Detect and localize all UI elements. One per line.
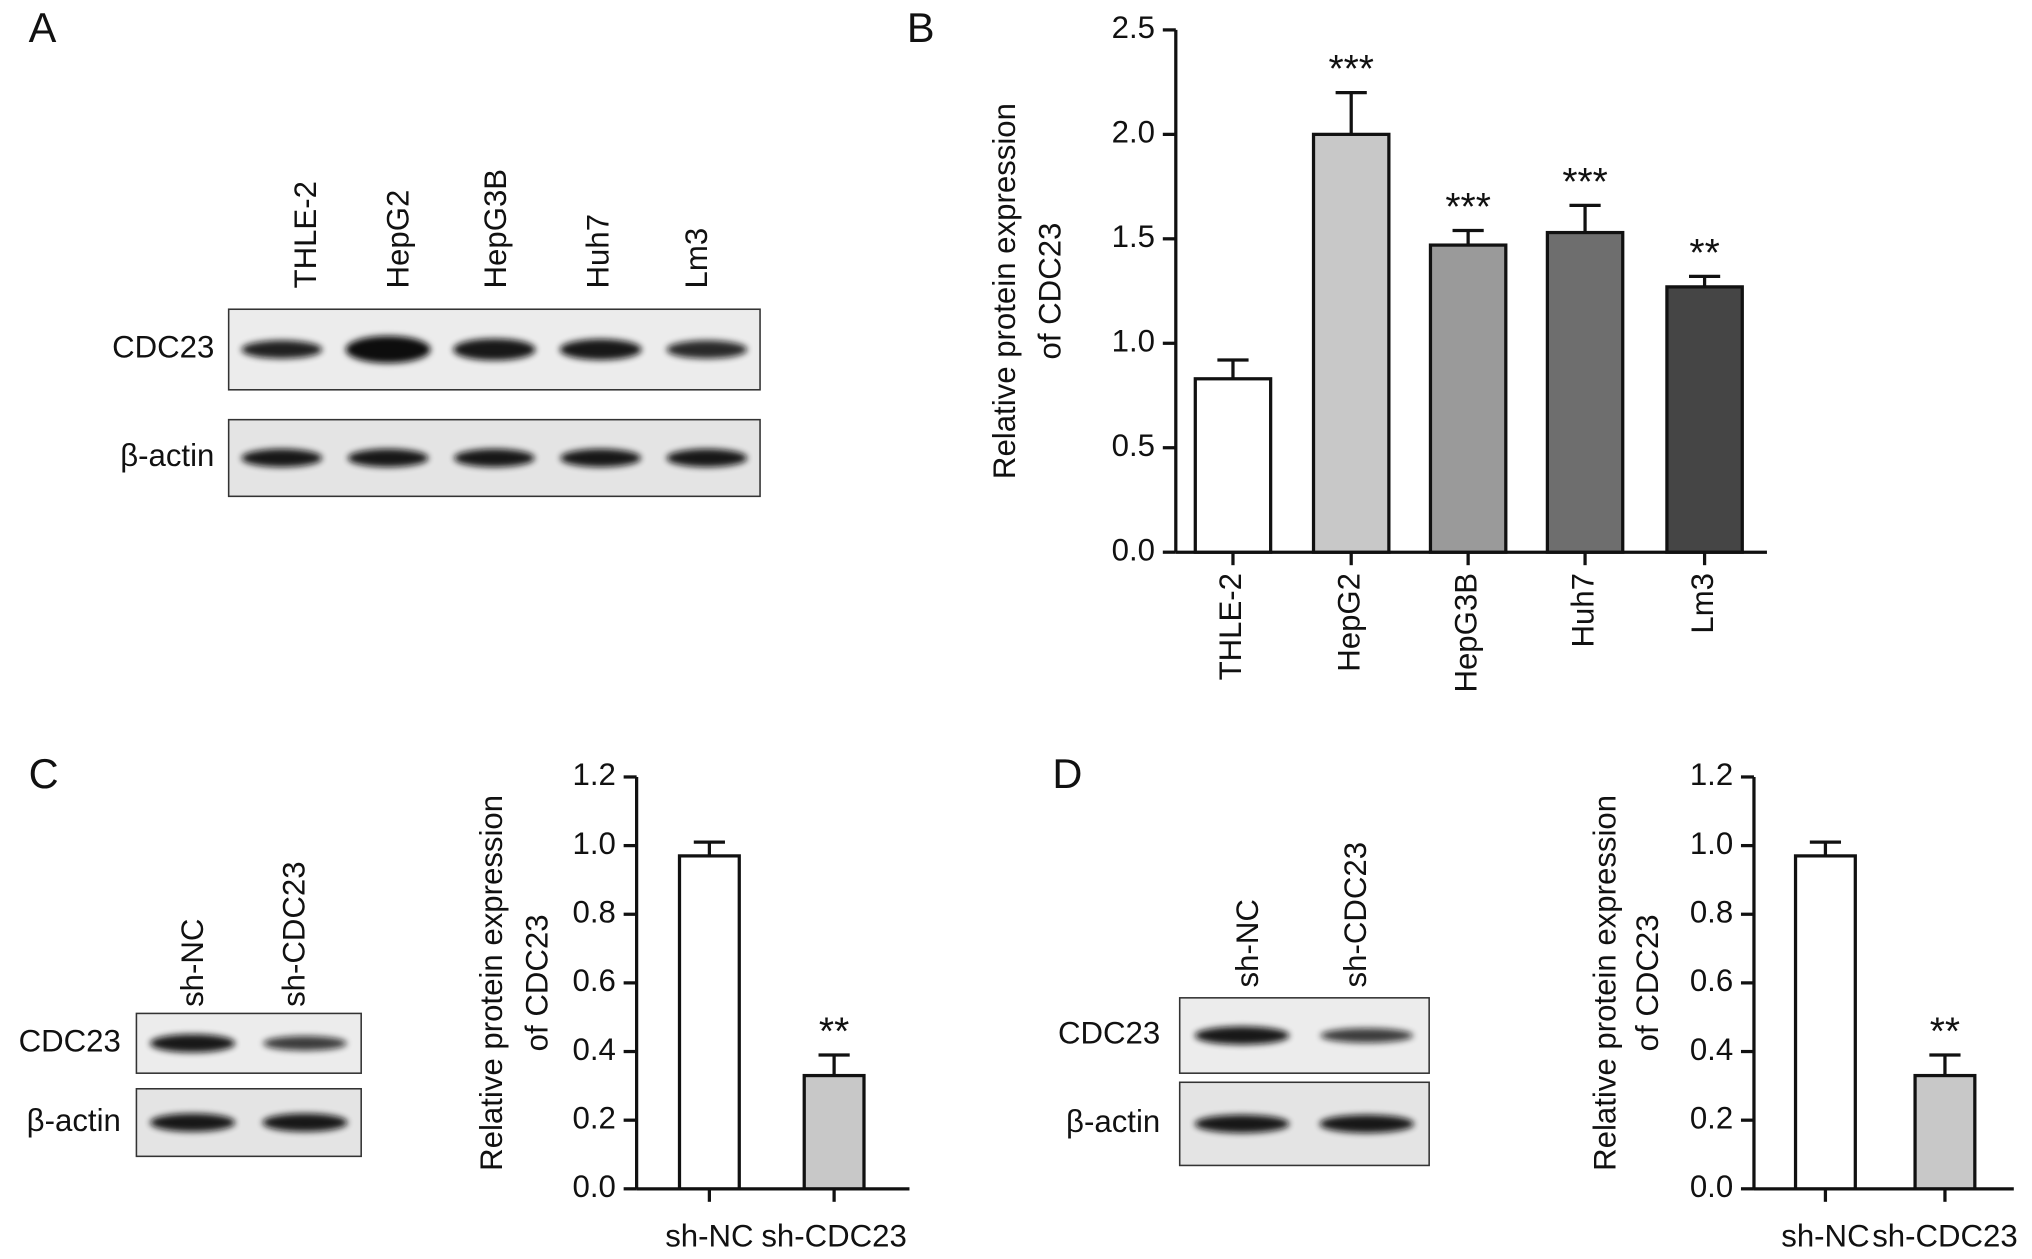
bar (1913, 1073, 1977, 1191)
y-tick-label: 2.0 (1112, 115, 1155, 150)
lane-label: HepG2 (380, 190, 415, 289)
y-axis-label: Relative protein expression (1587, 795, 1622, 1171)
band (559, 339, 642, 360)
panel-label: B (907, 4, 935, 51)
y-tick-label: 0.6 (572, 963, 615, 998)
y-tick-label: 2.5 (1112, 10, 1155, 45)
band (453, 448, 535, 468)
x-tick-label: sh-NC (1781, 1218, 1869, 1253)
x-tick-label: sh-CDC23 (1872, 1218, 2018, 1253)
lane-label: HepG3B (478, 169, 513, 289)
band (345, 335, 431, 364)
y-tick-label: 0.5 (1112, 428, 1155, 463)
lane-label: Lm3 (679, 228, 714, 289)
y-tick-label: 0.8 (1690, 894, 1733, 929)
lane-label: sh-NC (1230, 899, 1265, 987)
panel-label: C (29, 750, 59, 797)
x-tick-label: HepG3B (1448, 573, 1483, 693)
panel-label: A (29, 4, 57, 51)
band (560, 448, 642, 468)
y-tick-label: 0.0 (1690, 1169, 1733, 1204)
bar (802, 1073, 866, 1191)
y-tick-label: 0.0 (572, 1169, 615, 1204)
significance: *** (1562, 161, 1608, 204)
y-tick-label: 1.5 (1112, 219, 1155, 254)
lane-label: sh-CDC23 (1338, 842, 1373, 988)
lane-label: THLE-2 (288, 181, 323, 288)
y-tick-label: 0.4 (572, 1032, 615, 1067)
y-tick-label: 0.2 (1690, 1100, 1733, 1135)
x-tick-label: Huh7 (1565, 573, 1600, 648)
band (666, 340, 748, 359)
bar (1545, 230, 1625, 554)
y-axis-label: of CDC23 (519, 914, 554, 1051)
band (241, 340, 323, 359)
row-label: CDC23 (19, 1024, 121, 1059)
band (666, 448, 748, 468)
lane-label: Huh7 (580, 214, 615, 289)
y-tick-label: 0.4 (1690, 1032, 1733, 1067)
lane-label: sh-NC (175, 919, 210, 1007)
band (1194, 1026, 1290, 1045)
band (149, 1113, 236, 1132)
significance: ** (819, 1010, 849, 1053)
y-axis-label: of CDC23 (1033, 223, 1068, 360)
x-tick-label: THLE-2 (1213, 573, 1248, 680)
significance: *** (1328, 48, 1373, 91)
x-tick-label: HepG2 (1331, 573, 1366, 672)
y-axis-label: Relative protein expression (987, 103, 1022, 479)
bar (1793, 854, 1857, 1191)
y-tick-label: 1.0 (572, 826, 615, 861)
row-label: CDC23 (1058, 1016, 1160, 1051)
bar (677, 854, 741, 1191)
significance: ** (1689, 232, 1719, 275)
panel-label: D (1052, 750, 1082, 797)
band (262, 1113, 348, 1132)
row-label: β-actin (27, 1103, 121, 1138)
y-tick-label: 0.2 (572, 1100, 615, 1135)
row-label: β-actin (1066, 1104, 1160, 1139)
y-axis-label: Relative protein expression (474, 795, 509, 1171)
bar (1311, 132, 1391, 554)
band (453, 338, 536, 361)
band (1194, 1114, 1290, 1133)
band (1320, 1028, 1414, 1043)
x-tick-label: sh-NC (665, 1218, 753, 1253)
band (1319, 1114, 1415, 1133)
band (263, 1036, 347, 1051)
band (149, 1034, 236, 1053)
lane-label: sh-CDC23 (276, 861, 311, 1007)
band (347, 448, 429, 468)
significance: *** (1445, 186, 1491, 229)
y-tick-label: 0.0 (1112, 532, 1155, 567)
y-tick-label: 0.8 (572, 894, 615, 929)
x-tick-label: sh-CDC23 (761, 1218, 907, 1253)
y-tick-label: 1.0 (1112, 324, 1155, 359)
row-label: CDC23 (112, 330, 214, 365)
bar (1665, 285, 1744, 554)
significance: ** (1930, 1010, 1960, 1053)
row-label: β-actin (120, 438, 214, 473)
y-tick-label: 0.6 (1690, 963, 1733, 998)
y-tick-label: 1.0 (1690, 826, 1733, 861)
y-axis-label: of CDC23 (1630, 914, 1665, 1051)
y-tick-label: 1.2 (1690, 757, 1733, 792)
x-tick-label: Lm3 (1685, 573, 1720, 634)
bar (1193, 377, 1273, 554)
band (241, 448, 323, 468)
y-tick-label: 1.2 (572, 757, 615, 792)
bar (1428, 243, 1508, 554)
